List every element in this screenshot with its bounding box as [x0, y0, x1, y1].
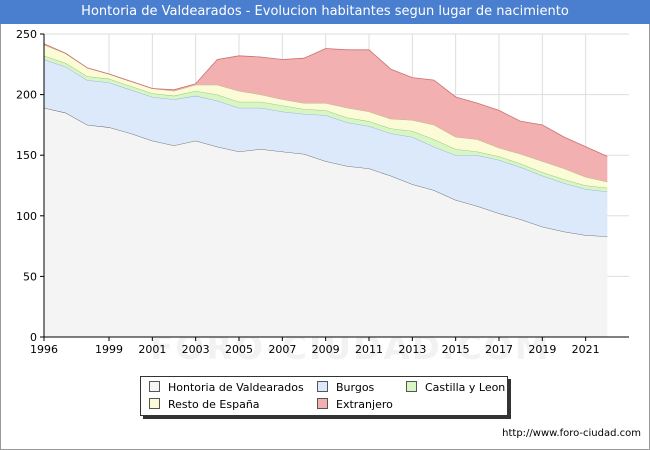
x-tick-label: 2007	[268, 343, 296, 356]
legend-swatch-hontoria	[149, 381, 160, 392]
legend-swatch-castilla-y-leon	[406, 381, 417, 392]
area-resto-de-espana	[44, 44, 608, 188]
axes: 0 50 100 150 200 250 1996 1999 2001 2003 2005 2007 2…	[16, 28, 629, 356]
area-extranjero	[44, 43, 608, 182]
y-tick-label: 250	[16, 28, 37, 41]
footer-url: http://www.foro-ciudad.com	[502, 428, 641, 439]
legend-label-hontoria: Hontoria de Valdearados	[168, 381, 304, 394]
legend-label-burgos: Burgos	[336, 381, 375, 394]
x-tick-label: 2005	[225, 343, 253, 356]
stacked-areas	[43, 43, 608, 338]
y-tick-label: 150	[16, 149, 37, 162]
legend-item-castilla-y-leon: Castilla y Leon	[406, 380, 505, 396]
area-burgos	[44, 59, 608, 237]
area-line-extranjero	[43, 43, 608, 157]
legend-item-burgos: Burgos	[317, 380, 374, 396]
x-tick-label: 2021	[572, 343, 600, 356]
legend-item-extranjero: Extranjero	[317, 397, 393, 413]
x-tick-label: 2009	[312, 343, 340, 356]
legend-item-hontoria: Hontoria de Valdearados	[149, 380, 304, 396]
legend-label-extranjero: Extranjero	[336, 398, 393, 411]
x-tick-label: 1999	[95, 343, 123, 356]
legend-label-resto-de-espana: Resto de España	[168, 398, 260, 411]
x-tick-label: 1996	[30, 343, 58, 356]
area-castilla-y-leon	[44, 55, 608, 192]
area-hontoria-de-valdearados	[44, 107, 608, 338]
x-tick-label: 2017	[485, 343, 513, 356]
x-tick-label: 2011	[355, 343, 383, 356]
legend-swatch-burgos	[317, 381, 328, 392]
y-tick-label: 100	[16, 210, 37, 223]
legend-swatch-extranjero	[317, 398, 328, 409]
x-tick-label: 2013	[398, 343, 426, 356]
y-tick-label: 200	[16, 89, 37, 102]
x-tick-label: 2019	[528, 343, 556, 356]
legend-label-castilla-y-leon: Castilla y Leon	[425, 381, 506, 394]
x-tick-label: 2015	[442, 343, 470, 356]
legend-item-resto-de-espana: Resto de España	[149, 397, 260, 413]
y-tick-label: 50	[23, 270, 37, 283]
chart-title: Hontoria de Valdearados - Evolucion habi…	[0, 0, 650, 24]
x-tick-label: 2003	[182, 343, 210, 356]
y-tick-label: 0	[30, 331, 37, 344]
x-tick-label: 2001	[138, 343, 166, 356]
legend-swatch-resto-de-espana	[149, 398, 160, 409]
legend: Hontoria de Valdearados Burgos Castilla …	[140, 376, 508, 416]
